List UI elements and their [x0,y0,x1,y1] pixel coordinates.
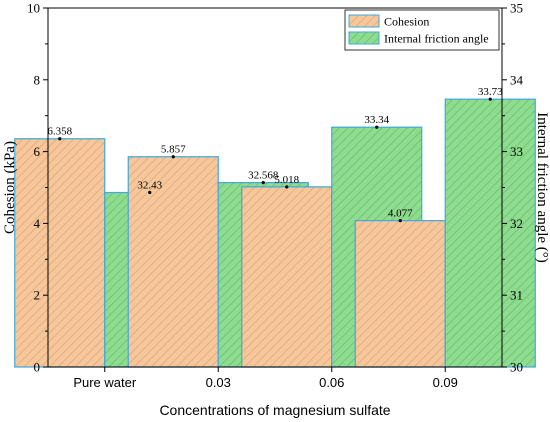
data-label: 32.43 [137,180,162,192]
left-tick-label: 8 [34,72,41,87]
data-label: 5.018 [274,174,299,186]
left-tick-label: 6 [34,144,41,159]
legend: Cohesion Internal friction angle [344,9,500,51]
data-label: 4.077 [388,208,413,220]
bar-top-marker [171,155,175,159]
bar-top-marker [58,137,62,141]
y-axis-title-left: Cohesion (kPa) [2,141,18,234]
x-tick-label: 0.06 [319,375,344,390]
data-label: 33.73 [478,86,503,98]
data-label: 6.358 [47,126,72,138]
data-label: 32.568 [248,170,279,182]
bar-top-marker [488,97,492,101]
x-tick-label: 0.09 [433,375,458,390]
left-tick-label: 0 [34,360,41,375]
bar-cohesion-0-06 [241,186,333,368]
legend-label-friction-angle: Internal friction angle [384,32,489,46]
right-tick-label: 32 [510,216,523,231]
bar-cohesion-pure-water [14,138,106,368]
data-label: 5.857 [161,144,186,156]
bar-top-marker [148,190,152,195]
bar-cohesion-0-03 [127,156,219,368]
bar-top-marker [398,219,402,223]
right-tick-label: 31 [510,288,523,303]
bars-layer [14,98,536,368]
left-tick-label: 10 [27,1,40,16]
legend-label-cohesion: Cohesion [384,15,429,29]
x-tick-label: 0.03 [206,375,231,390]
x-axis-title: Concentrations of magnesium sulfate [159,402,390,418]
bar-top-marker [261,181,265,185]
left-tick-label: 2 [34,288,41,303]
right-tick-label: 34 [510,72,524,87]
left-tick-label: 4 [34,216,41,231]
data-label: 33.34 [364,114,389,126]
y-axis-title-right: Internal friction angle (°) [534,112,550,263]
right-tick-label: 33 [510,144,523,159]
bar-cohesion-0-09 [354,220,446,368]
right-tick-label: 35 [510,1,523,16]
bar-top-marker [285,185,289,189]
legend-swatch-friction-angle [348,31,380,45]
bar-top-marker [375,125,379,129]
x-tick-label: Pure water [73,375,137,390]
bar-friction-angle-0-09 [444,98,536,368]
legend-swatch-cohesion [348,14,380,28]
right-tick-label: 30 [510,360,523,375]
axes-layer: 0 2 4 6 8 10 30 31 32 33 34 35 Pure water 0.03 0.06 0.0… [27,1,524,391]
